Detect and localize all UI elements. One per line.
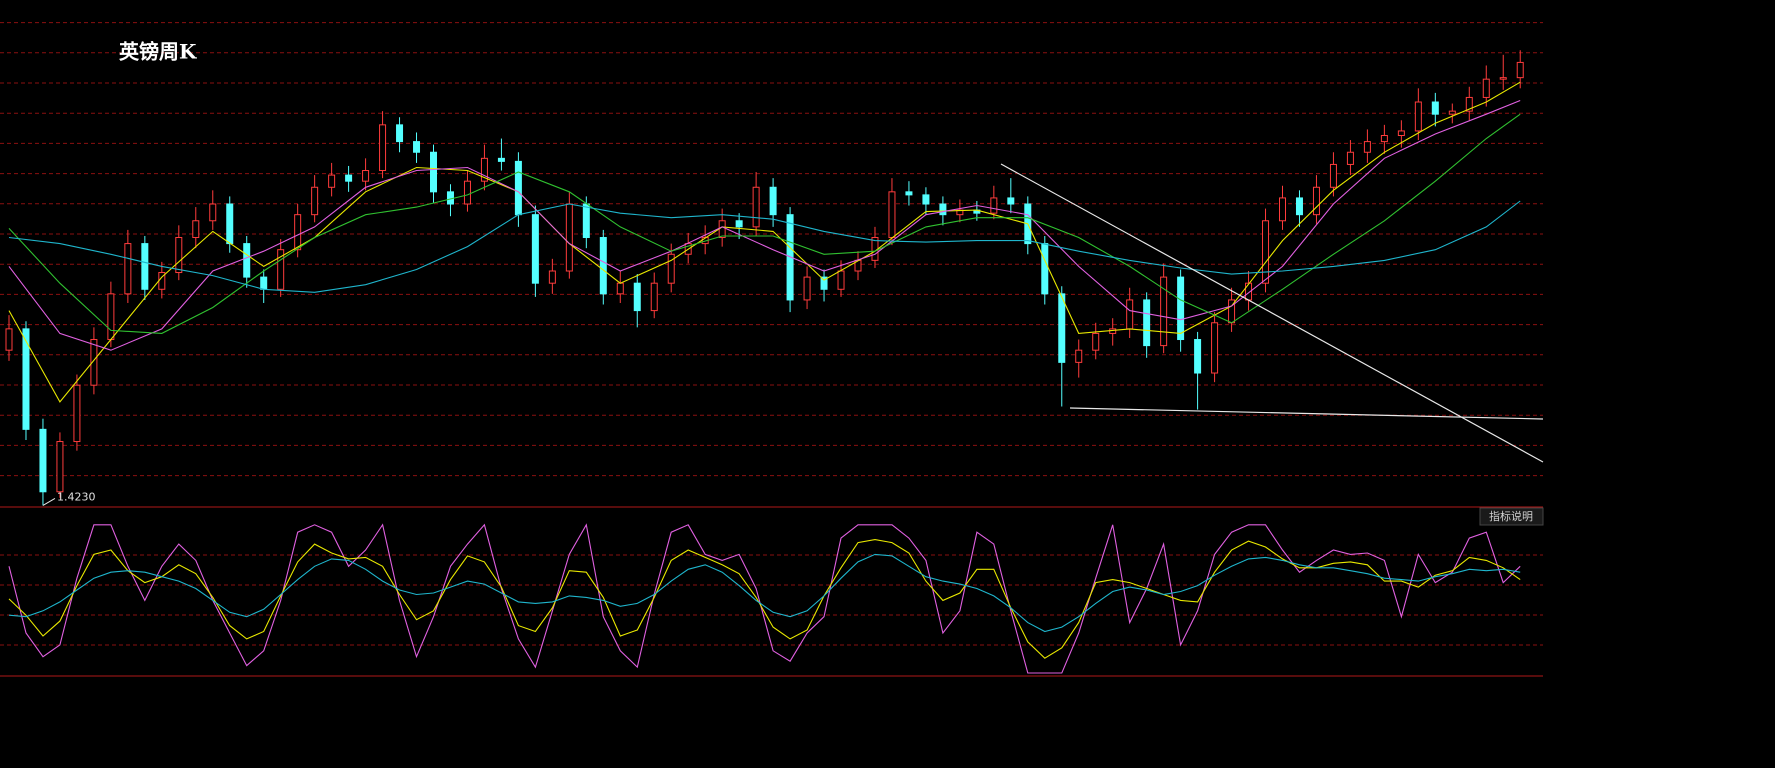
candle-body [90,339,98,386]
candle-body [667,253,675,284]
trend-line [1000,163,1544,463]
trend-line [1069,407,1544,420]
candle-body [514,160,522,216]
candle-body [1380,135,1388,143]
candle-body [548,270,556,284]
candle-body [175,237,183,274]
plot-area: 1.4230 [5,50,1524,674]
candle-body [396,124,404,143]
candle-body [1414,101,1422,132]
candle-body [1143,299,1151,347]
indicator-line [8,539,1521,659]
candle-body [1007,197,1015,205]
moving-average-line [8,81,1521,403]
indicator-line [8,553,1521,633]
candle-body [1363,141,1371,153]
candle-body [192,220,200,239]
candle-body [1177,276,1185,341]
candle-body [837,270,845,290]
candle-body [56,441,64,493]
candle-body [480,157,488,182]
candle-body [905,191,913,196]
candle-body [497,157,505,162]
candle-body [226,203,234,245]
grid [0,22,1543,646]
candle-body [379,124,387,172]
candle-body [718,220,726,239]
candle-body [328,174,336,188]
candle-body [5,328,13,351]
moving-average-line [8,113,1521,334]
candle-body [888,191,896,239]
candle-body [124,243,132,295]
candle-body [650,282,658,312]
candle-body [1092,332,1100,351]
candle-body [939,203,947,216]
candle-body [1262,220,1270,284]
chart-title: 英镑周K [119,40,197,64]
moving-average-line [8,200,1521,293]
candle-body [1126,299,1134,330]
candle-body [1329,163,1337,188]
candle-body [362,170,370,182]
low-label: 1.4230 [57,490,96,503]
candle-body [22,328,30,430]
candle-body [990,197,998,214]
candle-body [582,203,590,239]
candle-body [39,428,47,493]
candle-body [820,276,828,290]
candle-body [141,243,149,290]
candle-body [1499,77,1507,80]
candle-body [1041,243,1049,295]
candle-body [1516,61,1524,79]
candle-body [1279,197,1286,222]
candle-body [769,186,777,216]
candle-body [260,276,268,290]
candle-body [1346,151,1354,165]
indicator-line [8,523,1521,674]
candle-body [1448,110,1456,115]
candle-body [1058,293,1066,363]
candle-body [463,180,471,205]
candle-body [616,282,624,295]
candle-body [1211,322,1219,374]
candle-body [345,174,353,182]
candle-body [1465,96,1473,112]
candle-body [1194,339,1202,374]
candle-body [1397,130,1405,137]
candle-body [413,141,421,153]
candle-body [430,151,437,193]
indicator-button[interactable] [1479,507,1544,526]
candle-body [599,237,607,295]
candle-body [209,203,217,222]
candle-body [1431,101,1439,115]
candle-body [1109,328,1117,334]
candle-body [1482,78,1490,98]
candle-body [73,384,81,443]
candle-body [922,194,930,205]
candle-body [1312,186,1320,216]
candle-body [565,203,573,272]
candle-body [1295,197,1303,216]
indicator-button-label[interactable]: 指标说明 [1489,509,1533,523]
candle-body [735,220,743,228]
candle-body [243,243,251,278]
low-marker [42,498,56,506]
candle-body [277,249,285,290]
moving-average-line [8,99,1521,351]
candle-body [1075,349,1083,363]
candle-body [311,186,319,216]
candle-body [294,214,302,251]
candle-body [1160,276,1168,347]
candle-body [633,282,641,312]
candle-body [752,186,760,228]
candle-body [803,276,811,301]
candle-body [107,293,115,341]
candle-body [531,214,539,284]
